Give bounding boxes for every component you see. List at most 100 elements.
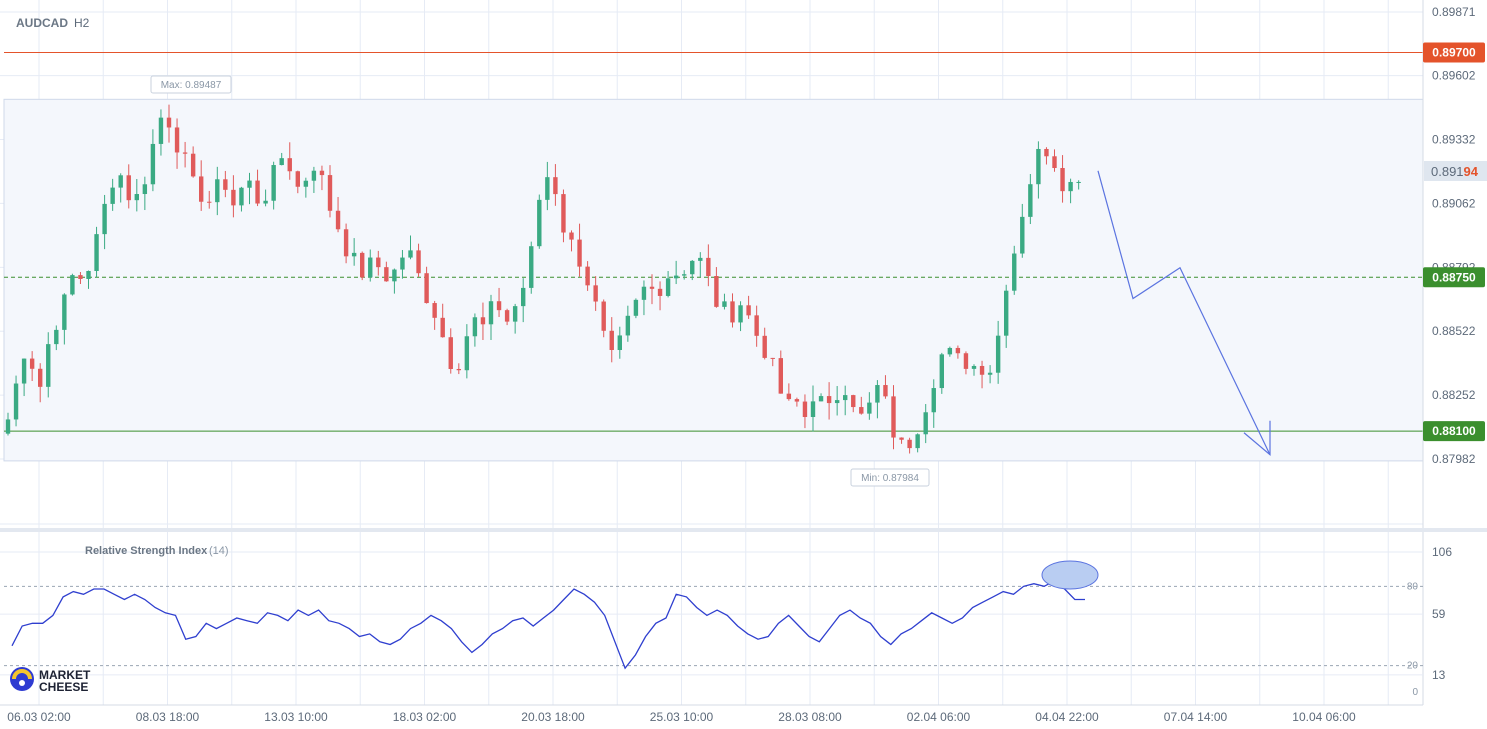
rsi-title: Relative Strength Index bbox=[85, 545, 208, 557]
candle bbox=[504, 308, 510, 326]
candle bbox=[70, 273, 75, 296]
candle bbox=[215, 166, 220, 216]
candle bbox=[867, 392, 872, 420]
candle bbox=[102, 194, 107, 250]
level-lines bbox=[4, 51, 1423, 432]
candle bbox=[690, 260, 695, 281]
candle bbox=[593, 276, 598, 311]
candle bbox=[1060, 155, 1065, 203]
time-axis[interactable]: 06.03 02:00 08.03 18:00 13.03 10:00 18.03 0… bbox=[7, 710, 1356, 724]
candle bbox=[843, 385, 848, 416]
time-tick-label: 25.03 10:00 bbox=[650, 710, 714, 724]
candle bbox=[706, 244, 711, 287]
candle bbox=[746, 295, 751, 319]
svg-text:0.89194: 0.89194 bbox=[1431, 164, 1479, 179]
pane-separator[interactable] bbox=[0, 528, 1487, 532]
time-tick-label: 07.04 14:00 bbox=[1164, 710, 1228, 724]
rsi-axis: 106 59 13 80 20 0 bbox=[1407, 545, 1452, 698]
svg-text:0.88100: 0.88100 bbox=[1432, 424, 1476, 438]
time-tick-label: 18.03 02:00 bbox=[393, 710, 457, 724]
candle bbox=[633, 298, 639, 319]
candle bbox=[223, 170, 228, 198]
candle bbox=[762, 327, 767, 360]
candle bbox=[553, 164, 558, 206]
candle bbox=[859, 396, 864, 415]
candle bbox=[86, 270, 91, 289]
current-price-suffix: 94 bbox=[1464, 164, 1479, 179]
forecast-path bbox=[1097, 170, 1271, 456]
candle bbox=[649, 274, 655, 305]
candle bbox=[875, 380, 880, 419]
candle bbox=[939, 352, 944, 394]
candle bbox=[134, 179, 139, 212]
candle bbox=[673, 260, 679, 285]
candle bbox=[1020, 203, 1025, 258]
candle bbox=[94, 226, 99, 278]
time-tick-label: 10.04 06:00 bbox=[1292, 710, 1356, 724]
price-tick-label: 0.89332 bbox=[1432, 133, 1476, 147]
candle bbox=[786, 383, 792, 401]
time-tick-label: 04.04 22:00 bbox=[1035, 710, 1099, 724]
candle bbox=[166, 104, 172, 143]
rsi-line bbox=[11, 580, 1085, 670]
rsi-levels bbox=[4, 585, 1423, 667]
candle bbox=[802, 394, 808, 429]
rsi-tick-label: 106 bbox=[1432, 545, 1452, 559]
candle bbox=[907, 437, 912, 454]
candle bbox=[987, 365, 993, 384]
candle bbox=[609, 317, 614, 363]
candle bbox=[29, 351, 35, 382]
candle bbox=[126, 164, 131, 209]
price-axis[interactable]: 0.898710.896020.893320.890620.887920.885… bbox=[1432, 5, 1476, 466]
time-tick-label: 13.03 10:00 bbox=[264, 710, 328, 724]
svg-text:0.88750: 0.88750 bbox=[1432, 270, 1476, 284]
min-annotation: Min: 0.87984 bbox=[850, 468, 930, 487]
candle bbox=[698, 252, 703, 278]
candle bbox=[408, 235, 413, 260]
current-price-prefix: 0.891 bbox=[1431, 164, 1464, 179]
candle bbox=[158, 109, 164, 156]
candle bbox=[400, 250, 405, 279]
candle bbox=[883, 375, 888, 399]
candle bbox=[577, 223, 582, 277]
candle bbox=[150, 129, 156, 192]
candle bbox=[118, 173, 123, 203]
candle bbox=[142, 176, 148, 211]
max-annotation: Max: 0.89487 bbox=[150, 75, 232, 94]
candle bbox=[537, 194, 542, 249]
max-label: Max: 0.89487 bbox=[161, 80, 222, 91]
price-tick-label: 0.88252 bbox=[1432, 388, 1476, 402]
candle bbox=[955, 345, 961, 359]
candle bbox=[1076, 180, 1081, 190]
candle bbox=[585, 261, 590, 291]
candle bbox=[303, 177, 309, 198]
candle bbox=[818, 393, 824, 402]
candle bbox=[456, 363, 461, 375]
candle bbox=[5, 412, 11, 436]
candle bbox=[529, 241, 534, 294]
candle bbox=[78, 272, 83, 285]
candle bbox=[641, 280, 647, 316]
candle bbox=[263, 189, 268, 207]
candle bbox=[995, 320, 1001, 384]
candle bbox=[62, 293, 67, 345]
logo-line1: MARKET bbox=[39, 668, 91, 682]
candle bbox=[287, 142, 292, 180]
market-cheese-logo: MARKET CHEESE bbox=[10, 667, 91, 694]
rsi-level-label: 20 bbox=[1407, 661, 1419, 672]
candle bbox=[963, 351, 969, 375]
candle bbox=[271, 161, 276, 210]
time-tick-label: 20.03 18:00 bbox=[521, 710, 585, 724]
candle bbox=[1052, 149, 1057, 172]
candle bbox=[778, 350, 783, 394]
candle bbox=[947, 346, 953, 357]
logo-line2: CHEESE bbox=[39, 680, 88, 694]
rsi-grid bbox=[0, 551, 1423, 676]
candle bbox=[360, 251, 365, 281]
candle bbox=[440, 303, 445, 338]
candle bbox=[46, 332, 51, 398]
candle bbox=[424, 266, 429, 304]
candle bbox=[1068, 178, 1073, 204]
price-tick-label: 0.87982 bbox=[1432, 452, 1476, 466]
